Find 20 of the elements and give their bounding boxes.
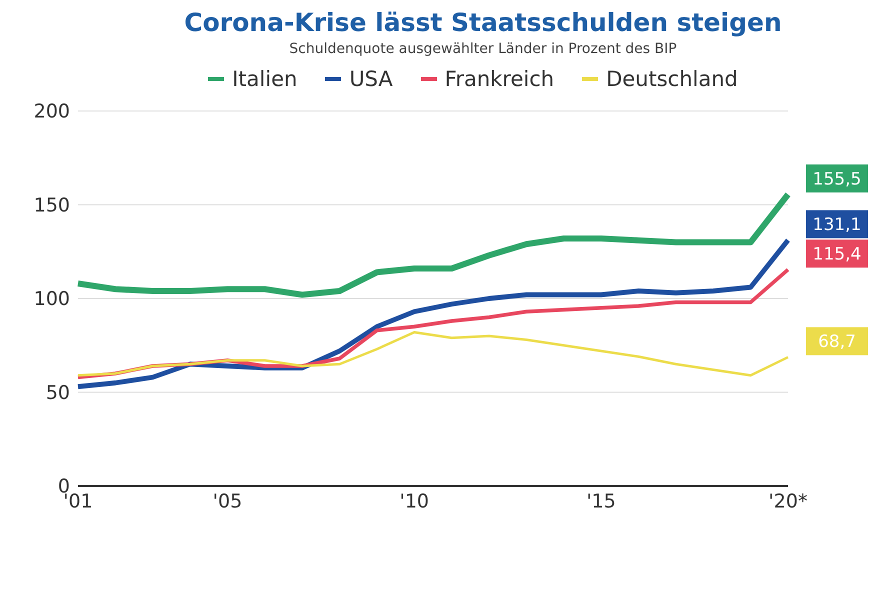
data-label: 68,7 bbox=[818, 332, 856, 352]
x-tick-label: '10 bbox=[400, 490, 430, 512]
x-tick-label: '15 bbox=[586, 490, 616, 512]
legend-label: USA bbox=[348, 67, 393, 91]
y-tick-label: 100 bbox=[34, 288, 70, 310]
data-label: 155,5 bbox=[812, 169, 862, 190]
legend-label: Deutschland bbox=[605, 67, 738, 91]
y-tick-label: 150 bbox=[34, 194, 70, 216]
x-tick-label: '20* bbox=[768, 490, 808, 512]
data-label: 131,1 bbox=[812, 215, 862, 236]
y-tick-label: 50 bbox=[46, 382, 70, 404]
chart-subtitle: Schuldenquote ausgewählter Länder in Prozent des BIP bbox=[288, 41, 678, 57]
legend-label: Frankreich bbox=[444, 67, 554, 91]
x-tick-label: '05 bbox=[212, 490, 242, 512]
chart-title: Corona-Krise lässt Staatsschulden steigen bbox=[183, 8, 783, 37]
line-series bbox=[76, 331, 790, 377]
y-tick-label: 200 bbox=[34, 100, 70, 123]
data-label: 115,4 bbox=[812, 244, 862, 265]
legend-label: Italien bbox=[231, 67, 298, 91]
line-series bbox=[76, 238, 790, 390]
